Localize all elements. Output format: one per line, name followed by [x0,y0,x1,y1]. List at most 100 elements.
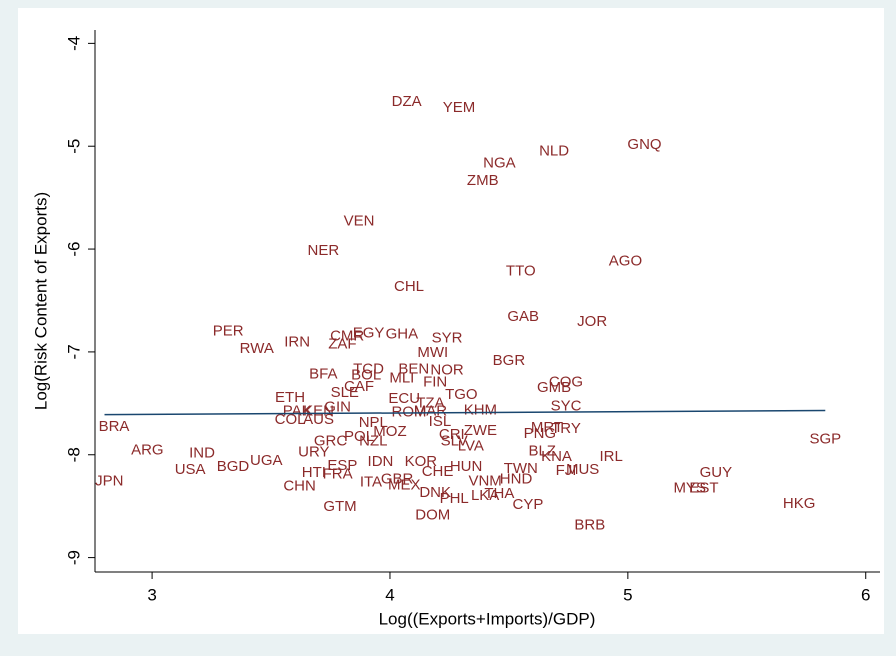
point-label: CRI [439,426,465,443]
point-label: LVA [458,437,484,454]
point-label: BRA [99,418,130,435]
point-label: HUN [450,458,483,475]
point-label: UGA [250,452,283,469]
point-label: ZAF [328,336,356,353]
point-label: USA [175,461,206,478]
x-tick-label: 4 [385,585,394,604]
point-label: HTI [302,464,326,481]
fit-line [104,409,826,416]
point-label: SLV [441,432,468,449]
point-label: AGO [609,252,642,269]
point-label: MUS [566,461,599,478]
point-label: DNK [419,484,451,501]
point-label: MAR [414,403,448,420]
x-tick-label: 3 [147,585,156,604]
y-axis-title: Log(Risk Content of Exports) [31,192,50,410]
point-label: GTM [323,498,356,515]
point-label: IRN [284,334,310,351]
point-label: CHN [283,478,316,495]
point-label: CAF [344,378,374,395]
point-label: LKA [471,487,499,504]
point-label: NZL [359,432,387,449]
point-label: POL [344,428,374,445]
point-label: ZWE [464,422,497,439]
x-tick-label: 5 [623,585,632,604]
point-label: MYS [673,480,706,497]
point-label: SYR [432,330,463,347]
point-label: KNA [541,448,572,465]
y-tick-label: -6 [64,242,83,257]
point-label: TWN [504,460,538,477]
point-label: CMR [330,327,364,344]
point-label: NER [308,242,340,259]
point-label: ETH [275,389,305,406]
point-label: DOM [415,506,450,523]
point-label: BEN [398,360,429,377]
point-label: GBR [381,470,414,487]
y-tick-label: -7 [64,344,83,359]
point-label: GUY [700,464,733,481]
point-label: PER [213,322,244,339]
point-label: HKG [783,495,816,512]
point-label: AUS [303,411,334,428]
point-label: NLD [539,142,569,159]
point-label: BGD [217,458,250,475]
point-label: GRC [314,432,348,449]
point-label: JOR [577,313,607,330]
point-label: PHL [440,490,469,507]
point-label: BGR [493,352,526,369]
x-axis-title: Log((Exports+Imports)/GDP) [379,609,596,628]
point-label: ITA [360,473,382,490]
point-label: GMB [537,379,571,396]
point-label: COL [275,411,306,428]
point-label: FJI [556,462,577,479]
point-label: ESP [327,457,357,474]
point-label: SLE [331,384,359,401]
point-label: BRB [574,517,605,534]
point-label: KOR [405,453,438,470]
point-label: HND [500,470,533,487]
point-label: GIN [324,398,351,415]
point-label: YEM [443,99,476,116]
point-label: TTO [506,263,536,280]
point-label: NPL [359,414,388,431]
point-label: VEN [344,212,375,229]
point-label: EST [689,480,718,497]
point-label: VNM [468,472,501,489]
point-label: IND [189,445,215,462]
point-label: ISL [429,413,452,430]
y-tick-label: -5 [64,139,83,154]
point-label: MWI [417,344,448,361]
y-tick-label: -4 [64,36,83,51]
point-label: BFA [309,366,337,383]
point-label: ARG [131,442,164,459]
point-label: EGY [353,324,385,341]
point-label: IDN [368,453,394,470]
point-label: SGP [809,430,841,447]
point-label: TCD [353,360,384,377]
point-label: RWA [240,340,274,357]
point-label: KEN [303,403,334,420]
y-tick-label: -8 [64,447,83,462]
point-label: DZA [392,93,422,110]
point-label: CHE [422,463,454,480]
point-label: IRL [600,448,623,465]
plot-region [18,8,884,634]
point-label: GHA [386,325,419,342]
point-label: KHM [464,402,497,419]
point-label: PNG [524,425,557,442]
point-label: CHL [394,278,424,295]
point-label: URY [298,444,329,461]
point-label: FIN [423,374,447,391]
point-label: MRT [531,419,563,436]
point-label: NOR [430,361,464,378]
point-label: JPN [95,472,123,489]
point-label: PAK [283,403,312,420]
point-label: MEX [388,477,421,494]
point-label: CYP [513,496,544,513]
point-label: MOZ [373,423,406,440]
point-label: MLI [389,370,414,387]
point-label: FRA [323,465,353,482]
